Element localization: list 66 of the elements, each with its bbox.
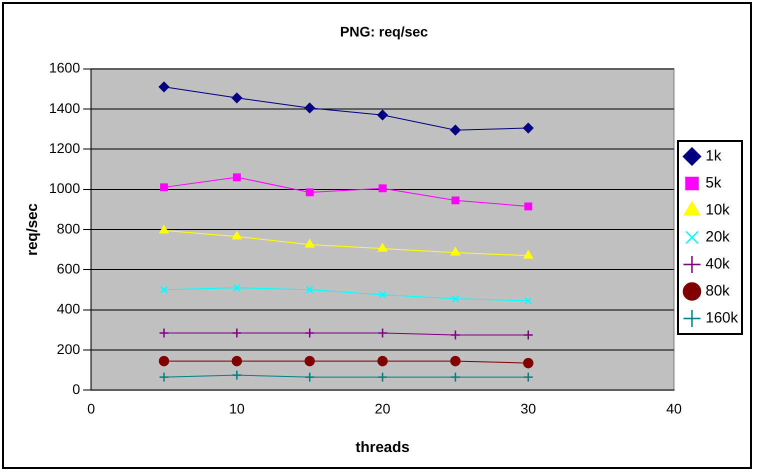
point [524, 296, 532, 305]
y-tick-label: 600 [56, 260, 80, 277]
point [158, 82, 170, 92]
y-tick-label: 0 [72, 381, 80, 398]
point [523, 372, 534, 382]
x-tick-label: 30 [520, 400, 536, 416]
legend-label: 80k [705, 282, 730, 300]
point [232, 92, 242, 104]
x-tick-label: 40 [666, 400, 682, 416]
x-tick-label: 10 [229, 400, 245, 416]
point [451, 294, 460, 303]
point [524, 202, 532, 210]
point [232, 284, 241, 292]
point [377, 328, 388, 338]
y-axis-title: req/sec [24, 203, 42, 256]
point [232, 328, 242, 338]
y-tick-label: 800 [56, 220, 80, 236]
legend-label: 1k [705, 148, 722, 165]
legend-label: 20k [705, 228, 730, 246]
point [159, 225, 169, 234]
point [450, 247, 460, 256]
point [450, 330, 461, 340]
point [523, 358, 534, 368]
point [232, 356, 242, 366]
point [378, 290, 386, 299]
point [377, 110, 388, 120]
y-tick-label: 1200 [48, 140, 80, 156]
point [304, 328, 315, 338]
legend-label: 40k [705, 256, 730, 273]
y-tick-label: 1000 [48, 180, 80, 196]
point [524, 250, 533, 259]
point [232, 370, 242, 380]
point [160, 286, 168, 294]
point [158, 372, 170, 382]
point [378, 243, 388, 252]
point [305, 239, 314, 248]
legend-label: 160k [705, 310, 738, 327]
legend-label: 10k [705, 202, 730, 219]
point [306, 286, 314, 294]
point [377, 356, 388, 366]
point [158, 356, 170, 366]
x-tick-label: 20 [374, 400, 391, 416]
point [450, 356, 461, 366]
point [160, 183, 168, 192]
y-tick-label: 1400 [48, 100, 80, 116]
point [523, 122, 534, 134]
x-tick-label: 0 [87, 400, 96, 416]
point [304, 356, 315, 366]
point [450, 372, 461, 382]
point [523, 330, 534, 340]
point [232, 231, 242, 240]
x-axis-title: threads [355, 439, 410, 456]
point [378, 184, 386, 192]
point [377, 372, 388, 382]
legend-label: 5k [705, 174, 722, 192]
point [232, 173, 241, 182]
y-tick-label: 1600 [48, 60, 80, 76]
point [451, 196, 460, 204]
y-tick-label: 400 [56, 300, 80, 317]
point [306, 188, 314, 196]
chart-title: PNG: req/sec [340, 23, 428, 40]
point [450, 124, 461, 136]
y-tick-label: 200 [56, 340, 80, 357]
point [304, 372, 315, 382]
point [304, 102, 315, 114]
point [158, 328, 170, 338]
